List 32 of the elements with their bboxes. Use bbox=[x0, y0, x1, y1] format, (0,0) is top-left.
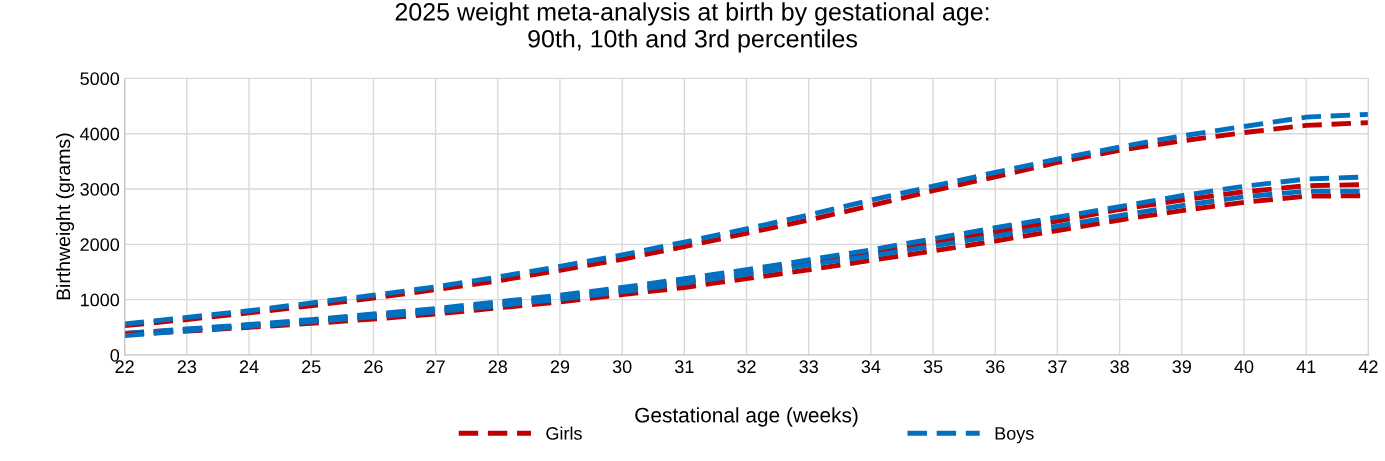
x-tick-label: 33 bbox=[799, 360, 818, 374]
x-tick-label: 25 bbox=[302, 360, 321, 374]
x-tick-label: 35 bbox=[923, 360, 943, 374]
x-tick-label: 39 bbox=[1172, 360, 1192, 374]
x-tick-label: 28 bbox=[488, 360, 508, 374]
x-tick-label: 34 bbox=[861, 360, 881, 374]
x-tick-label: 36 bbox=[985, 360, 1005, 374]
y-tick-label: 1000 bbox=[81, 293, 120, 307]
x-tick-label: 42 bbox=[1358, 360, 1378, 373]
x-tick-label: 23 bbox=[177, 360, 197, 374]
x-tick-label: 41 bbox=[1296, 360, 1316, 373]
legend-label: Girls bbox=[546, 426, 582, 440]
x-tick-label: 22 bbox=[115, 360, 134, 373]
x-tick-label: 30 bbox=[612, 360, 632, 374]
x-tick-label: 26 bbox=[364, 360, 383, 374]
x-tick-label: 24 bbox=[239, 360, 259, 373]
x-tick-label: 40 bbox=[1234, 360, 1254, 374]
y-tick-label: 3000 bbox=[80, 182, 120, 196]
x-tick-label: 32 bbox=[737, 360, 756, 374]
x-tick-label: 31 bbox=[674, 360, 694, 374]
y-tick-label: 0 bbox=[110, 348, 120, 362]
x-tick-label: 37 bbox=[1048, 360, 1067, 374]
legend-label: Boys bbox=[995, 427, 1034, 444]
y-tick-label: 4000 bbox=[80, 127, 120, 141]
y-axis-title: Birthweight (grams) bbox=[55, 133, 75, 300]
chart-title: 2025 weight meta-analysis at birth by gestational age: 90th, 10th and 3rd percentiles bbox=[395, 2, 989, 53]
x-axis-title: Gestational age (weeks) bbox=[635, 407, 858, 427]
x-tick-label: 38 bbox=[1110, 360, 1129, 374]
y-tick-label: 5000 bbox=[80, 72, 120, 86]
x-tick-label: 27 bbox=[426, 360, 445, 373]
x-tick-label: 29 bbox=[550, 360, 570, 374]
y-tick-label: 2000 bbox=[80, 238, 120, 252]
